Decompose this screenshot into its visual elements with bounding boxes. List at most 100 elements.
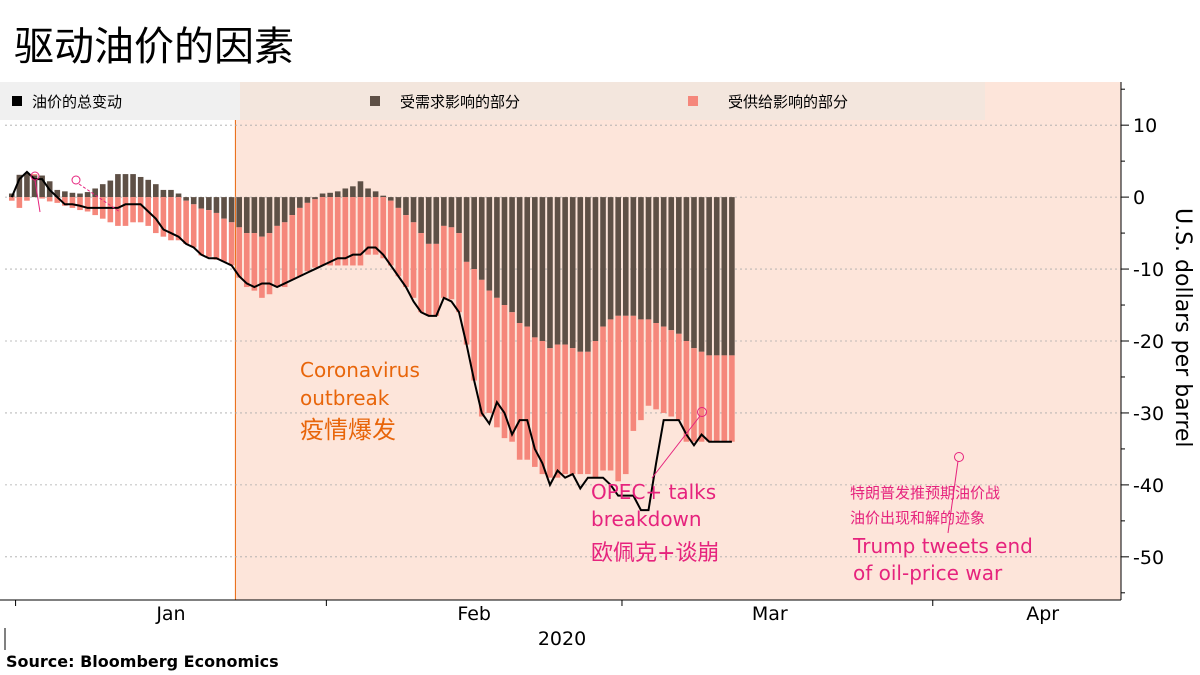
supply-bar [638, 319, 644, 421]
supply-bar [615, 315, 621, 482]
demand-bar [698, 197, 705, 352]
annotation-coronavirus-line2: outbreak [300, 386, 390, 410]
supply-bar [698, 351, 705, 442]
supply-bar [107, 197, 114, 223]
x-tick-label: Mar [752, 603, 788, 625]
demand-bar [137, 176, 144, 198]
demand-bar [683, 197, 690, 341]
supply-bars [8, 174, 735, 482]
demand-bar [441, 197, 447, 226]
demand-bar [471, 197, 477, 270]
legend-swatch-supply [688, 96, 698, 106]
annotation-trump-line1: 特朗普发推预期油价战 [850, 484, 1000, 502]
y-tick-label: -50 [1133, 547, 1164, 569]
supply-bar [441, 225, 447, 298]
supply-bar [228, 222, 235, 266]
demand-bar [645, 197, 652, 320]
demand-bar [622, 197, 629, 316]
annotation-opec: OPEC+ talks breakdown 欧佩克+谈崩 [591, 407, 719, 566]
demand-bar [221, 197, 227, 219]
supply-bar [607, 319, 614, 471]
demand-bar [721, 197, 728, 356]
demand-bar [577, 197, 584, 352]
supply-bar [691, 348, 697, 442]
demand-bar [99, 184, 106, 198]
page-title: 驱动油价的因素 [14, 24, 294, 70]
supply-bar [509, 312, 515, 442]
demand-bars [8, 173, 735, 356]
demand-bar [198, 197, 205, 209]
supply-bar [92, 197, 98, 216]
demand-bar [539, 197, 546, 341]
demand-bar [281, 197, 288, 223]
supply-bar [327, 197, 333, 266]
demand-bar [387, 197, 394, 201]
demand-bar [274, 197, 280, 226]
x-tick-label: Feb [457, 603, 491, 625]
supply-bar [190, 204, 197, 248]
demand-bar [183, 197, 189, 201]
demand-bar [615, 197, 621, 316]
demand-bar [403, 197, 409, 216]
demand-bar [259, 197, 265, 237]
demand-bar [175, 193, 182, 198]
supply-bar [160, 197, 167, 237]
supply-bar [206, 210, 212, 257]
supply-bar [706, 355, 712, 442]
y-tick-label: 10 [1133, 115, 1157, 137]
demand-bar [592, 197, 599, 341]
supply-bar [478, 279, 485, 417]
supply-bar [395, 207, 402, 277]
demand-bar [16, 174, 23, 198]
supply-bar [585, 351, 591, 475]
supply-bar [471, 269, 477, 381]
demand-bar [160, 189, 167, 198]
demand-bar [115, 174, 121, 198]
demand-bar [266, 197, 273, 234]
supply-bar [524, 326, 531, 460]
annotation-early-marks [30, 171, 121, 213]
demand-bar [713, 197, 720, 356]
demand-bar [456, 197, 462, 234]
supply-bar [319, 197, 326, 266]
supply-bar [84, 197, 91, 212]
supply-bar [539, 341, 546, 475]
supply-bar [486, 290, 493, 413]
y-tick-label: 0 [1133, 187, 1145, 209]
supply-bar [653, 323, 659, 410]
supply-bar [16, 197, 23, 208]
annotation-opec-line1: OPEC+ talks [591, 480, 716, 504]
demand-bar [297, 197, 303, 208]
annotation-early-marker-2 [71, 175, 81, 185]
supply-bar [494, 297, 500, 428]
annotation-trump-line4: of oil-price war [853, 561, 1003, 585]
supply-bar [251, 233, 258, 291]
demand-bar [554, 197, 561, 345]
legend-label-total: 油价的总变动 [32, 93, 122, 111]
demand-bar [145, 179, 152, 198]
demand-bar [425, 197, 432, 244]
demand-bar [691, 197, 697, 349]
demand-bar [39, 175, 45, 198]
supply-bar [721, 355, 728, 442]
demand-bar [304, 197, 311, 203]
demand-bar [600, 197, 606, 327]
supply-bar [569, 348, 576, 475]
supply-bar [600, 326, 606, 471]
demand-bar [190, 197, 197, 205]
demand-bar [547, 197, 553, 349]
annotation-coronavirus-line3: 疫情爆发 [300, 416, 396, 444]
legend-item-supply: 受供给影响的部分 [688, 93, 848, 111]
demand-bar [24, 173, 30, 198]
demand-bar [448, 197, 455, 228]
supply-bar [46, 197, 53, 202]
supply-bar [183, 200, 189, 244]
supply-bar [577, 351, 584, 475]
total-change-line [10, 170, 732, 512]
supply-bar [168, 197, 174, 241]
supply-bar [221, 218, 227, 262]
y-tick-label: -30 [1133, 403, 1164, 425]
demand-bar [327, 192, 333, 198]
supply-bar [350, 197, 356, 266]
